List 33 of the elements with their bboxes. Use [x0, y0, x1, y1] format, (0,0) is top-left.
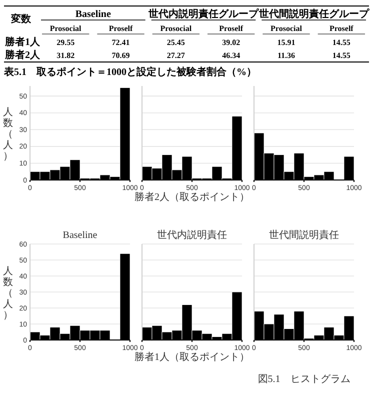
- category-label: Prosocial: [160, 24, 192, 33]
- x-axis-title: 勝者1人（取るポイント）: [134, 351, 250, 363]
- text: 31.82: [56, 51, 75, 60]
- text: 14.55: [332, 51, 350, 60]
- chart-title: 世代内説明責任: [157, 229, 227, 241]
- text: 変数: [10, 13, 32, 25]
- y-axis-title: 人数（人）: [3, 266, 13, 321]
- chart-title: 世代間説明責任: [269, 229, 339, 241]
- category-label: Proself: [108, 24, 134, 33]
- y-axis-title: 人数（人）: [3, 107, 13, 162]
- text: 29.55: [56, 38, 75, 47]
- category-label: Proself: [329, 24, 354, 33]
- text: 25.45: [166, 38, 185, 47]
- text: 39.02: [222, 38, 240, 47]
- chart-title: Baseline: [62, 230, 98, 241]
- category-label: Proself: [219, 24, 244, 33]
- category-label: 勝者1人: [5, 37, 40, 48]
- text: 世代間説明責任グループ: [258, 8, 370, 20]
- text: 15.91: [277, 38, 296, 47]
- text: 27.27: [166, 51, 185, 60]
- text: Baseline: [75, 9, 112, 20]
- text: 72.41: [112, 38, 130, 47]
- text: 46.34: [222, 51, 240, 60]
- x-axis-title: 勝者2人（取るポイント）: [134, 191, 250, 203]
- caption: 図5.1 ヒストグラム: [258, 374, 350, 385]
- text: 11.36: [277, 51, 296, 60]
- text: 表5.1 取るポイント＝1000と設定した被験者割合（%）: [3, 66, 256, 78]
- category-label: Prosocial: [270, 24, 303, 33]
- text: 14.55: [332, 38, 350, 47]
- category-label: 勝者2人: [5, 50, 40, 61]
- text: 70.69: [112, 51, 130, 60]
- text: 世代内説明責任グループ: [148, 8, 260, 20]
- category-label: Prosocial: [50, 24, 82, 33]
